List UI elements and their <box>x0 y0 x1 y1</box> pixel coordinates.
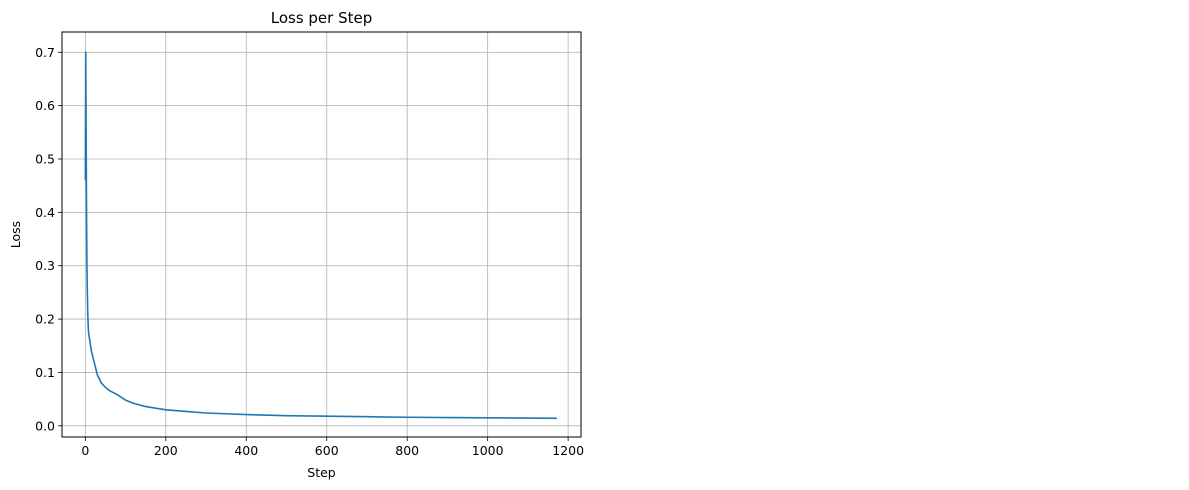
y-tick-label: 0.3 <box>35 258 55 273</box>
y-tick-label: 0.2 <box>35 312 55 327</box>
x-tick-label: 800 <box>395 443 419 458</box>
x-tick-label: 200 <box>154 443 178 458</box>
x-tick-label: 1000 <box>472 443 504 458</box>
y-tick-label: 0.7 <box>35 45 55 60</box>
y-tick-label: 0.6 <box>35 98 55 113</box>
loss-series-line <box>84 51 557 420</box>
y-axis-label: Loss <box>8 221 23 248</box>
series-layer <box>84 51 557 420</box>
ticks-layer: 0 200 400 600 800 1000 1200 0.0 0.1 0.2 0.3 0.4 0.5 0… <box>35 45 584 458</box>
x-tick-label: 400 <box>234 443 258 458</box>
y-tick-label: 0.5 <box>35 151 55 166</box>
x-tick-label: 0 <box>81 443 89 458</box>
x-tick-label: 1200 <box>552 443 584 458</box>
chart-title: Loss per Step <box>271 9 373 27</box>
x-axis-label: Step <box>307 465 336 480</box>
grid-layer <box>62 32 581 437</box>
x-tick-label: 600 <box>315 443 339 458</box>
y-tick-label: 0.4 <box>35 205 55 220</box>
plot-frame <box>61 31 582 438</box>
y-tick-label: 0.1 <box>35 365 55 380</box>
y-tick-label: 0.0 <box>35 418 55 433</box>
